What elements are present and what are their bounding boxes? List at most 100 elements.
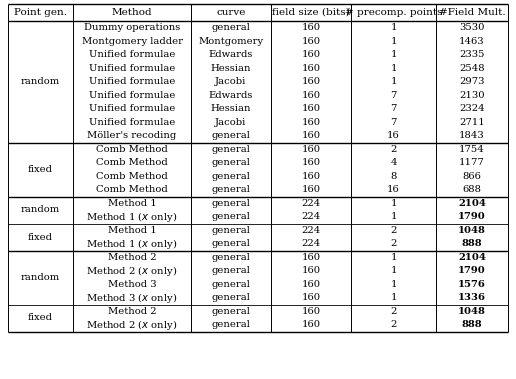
Text: Jacobi: Jacobi <box>215 77 247 86</box>
Text: 160: 160 <box>301 280 320 289</box>
Text: 2335: 2335 <box>459 50 485 59</box>
Text: Unified formulae: Unified formulae <box>89 77 175 86</box>
Text: general: general <box>212 145 250 154</box>
Text: 2104: 2104 <box>458 253 486 262</box>
Text: general: general <box>212 307 250 316</box>
Text: 224: 224 <box>301 212 320 221</box>
Text: 4: 4 <box>390 158 397 167</box>
Text: 160: 160 <box>301 91 320 100</box>
Text: 160: 160 <box>301 77 320 86</box>
Text: Edwards: Edwards <box>209 91 253 100</box>
Text: Method 1: Method 1 <box>108 199 156 208</box>
Text: Edwards: Edwards <box>209 50 253 59</box>
Text: general: general <box>212 293 250 302</box>
Text: general: general <box>212 23 250 32</box>
Text: 1: 1 <box>390 50 397 59</box>
Text: Unified formulae: Unified formulae <box>89 118 175 127</box>
Text: 160: 160 <box>301 118 320 127</box>
Text: 224: 224 <box>301 199 320 208</box>
Text: 1048: 1048 <box>458 226 486 235</box>
Text: 7: 7 <box>390 91 397 100</box>
Text: 888: 888 <box>462 320 482 329</box>
Text: 3530: 3530 <box>459 23 485 32</box>
Text: 1048: 1048 <box>458 307 486 316</box>
Text: Hessian: Hessian <box>211 64 251 73</box>
Text: Möller's recoding: Möller's recoding <box>87 131 176 140</box>
Text: Point gen.: Point gen. <box>14 8 67 17</box>
Text: 1177: 1177 <box>459 158 485 167</box>
Text: Method 2: Method 2 <box>108 253 156 262</box>
Text: Jacobi: Jacobi <box>215 118 247 127</box>
Text: fixed: fixed <box>28 165 53 174</box>
Text: general: general <box>212 239 250 248</box>
Text: general: general <box>212 280 250 289</box>
Text: fixed: fixed <box>28 232 53 241</box>
Text: 7: 7 <box>390 118 397 127</box>
Text: 16: 16 <box>387 131 400 140</box>
Text: 224: 224 <box>301 239 320 248</box>
Text: 1: 1 <box>390 253 397 262</box>
Text: 1754: 1754 <box>459 145 485 154</box>
Text: #Field Mult.: #Field Mult. <box>439 8 505 17</box>
Text: 2: 2 <box>390 320 397 329</box>
Text: Montgomery ladder: Montgomery ladder <box>82 37 183 46</box>
Text: 160: 160 <box>301 131 320 140</box>
Text: 1: 1 <box>390 212 397 221</box>
Text: 160: 160 <box>301 37 320 46</box>
Text: 866: 866 <box>462 172 481 181</box>
Text: 1: 1 <box>390 64 397 73</box>
Text: Method 3 ($x$ only): Method 3 ($x$ only) <box>86 291 178 305</box>
Text: 160: 160 <box>301 104 320 113</box>
Text: general: general <box>212 199 250 208</box>
Text: Comb Method: Comb Method <box>96 185 168 194</box>
Text: 2: 2 <box>390 226 397 235</box>
Text: 1: 1 <box>390 23 397 32</box>
Text: fixed: fixed <box>28 313 53 323</box>
Text: general: general <box>212 172 250 181</box>
Text: 2: 2 <box>390 307 397 316</box>
Text: 1: 1 <box>390 266 397 275</box>
Text: 160: 160 <box>301 145 320 154</box>
Text: 160: 160 <box>301 64 320 73</box>
Text: 2104: 2104 <box>458 199 486 208</box>
Text: 160: 160 <box>301 23 320 32</box>
Text: 16: 16 <box>387 185 400 194</box>
Text: curve: curve <box>216 8 246 17</box>
Text: # precomp. points: # precomp. points <box>345 8 442 17</box>
Text: 1: 1 <box>390 293 397 302</box>
Text: 1: 1 <box>390 77 397 86</box>
Text: 1: 1 <box>390 280 397 289</box>
Text: general: general <box>212 320 250 329</box>
Text: 160: 160 <box>301 307 320 316</box>
Text: 1790: 1790 <box>458 212 486 221</box>
Text: general: general <box>212 185 250 194</box>
Text: 160: 160 <box>301 293 320 302</box>
Text: 7: 7 <box>390 104 397 113</box>
Text: Method 3: Method 3 <box>108 280 156 289</box>
Text: 2324: 2324 <box>459 104 485 113</box>
Text: random: random <box>21 205 60 215</box>
Text: Unified formulae: Unified formulae <box>89 50 175 59</box>
Text: Method 1 ($x$ only): Method 1 ($x$ only) <box>86 237 178 251</box>
Text: 2130: 2130 <box>459 91 485 100</box>
Text: 160: 160 <box>301 185 320 194</box>
Text: Method 1 ($x$ only): Method 1 ($x$ only) <box>86 210 178 224</box>
Text: 1576: 1576 <box>458 280 486 289</box>
Text: 1790: 1790 <box>458 266 486 275</box>
Text: 160: 160 <box>301 266 320 275</box>
Text: Montgomery: Montgomery <box>199 37 264 46</box>
Text: Method 2 ($x$ only): Method 2 ($x$ only) <box>86 264 178 278</box>
Text: general: general <box>212 226 250 235</box>
Text: Comb Method: Comb Method <box>96 145 168 154</box>
Text: Method 2: Method 2 <box>108 307 156 316</box>
Text: 8: 8 <box>390 172 397 181</box>
Text: 160: 160 <box>301 50 320 59</box>
Text: 160: 160 <box>301 172 320 181</box>
Text: 1336: 1336 <box>458 293 486 302</box>
Text: 688: 688 <box>462 185 481 194</box>
Text: 888: 888 <box>462 239 482 248</box>
Text: Method 1: Method 1 <box>108 226 156 235</box>
Text: 160: 160 <box>301 320 320 329</box>
Text: 2: 2 <box>390 239 397 248</box>
Text: Unified formulae: Unified formulae <box>89 91 175 100</box>
